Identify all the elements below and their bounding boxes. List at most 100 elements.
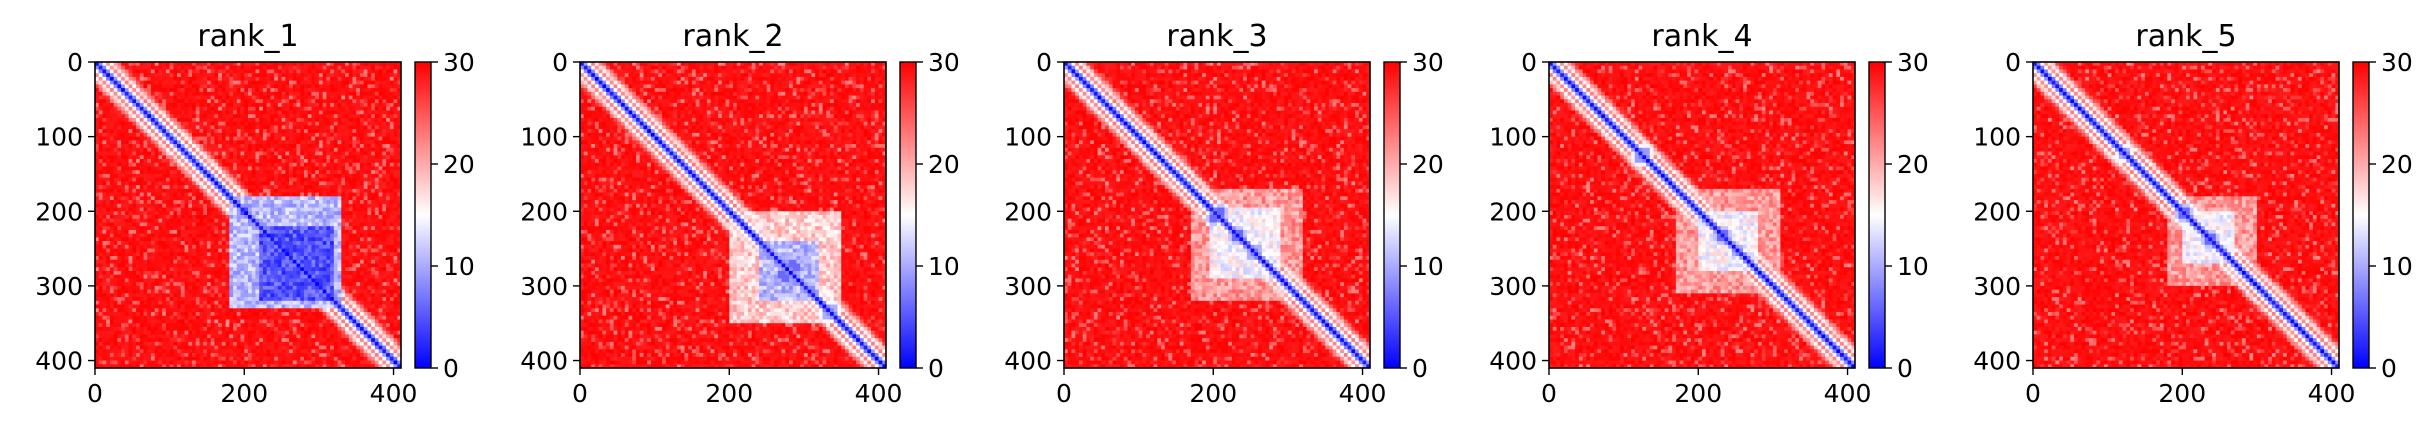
heatmap-cell [240, 270, 245, 276]
heatmap-cell [292, 114, 297, 119]
heatmap-cell [236, 73, 241, 78]
heatmap-cell [173, 233, 178, 238]
heatmap-cell [102, 76, 107, 82]
heatmap-cell [143, 241, 148, 246]
heatmap-cell [315, 110, 320, 115]
heatmap-cell [318, 185, 324, 190]
heatmap-cell [341, 121, 346, 126]
heatmap-cell [180, 173, 185, 179]
heatmap-cell [382, 106, 387, 111]
heatmap-cell [259, 185, 264, 190]
heatmap-cell [330, 218, 335, 223]
heatmap-cell [214, 159, 219, 164]
heatmap-cell [251, 76, 256, 82]
heatmap-cell [184, 285, 189, 291]
heatmap-cell [311, 73, 316, 78]
heatmap-cell [229, 222, 234, 227]
heatmap-cell [147, 170, 152, 175]
heatmap-cell [255, 162, 260, 167]
heatmap-cell [311, 110, 316, 115]
heatmap-cell [139, 80, 144, 85]
heatmap-cell [121, 125, 126, 130]
heatmap-cell [124, 140, 129, 145]
heatmap-cell [255, 125, 260, 130]
heatmap-cell [236, 162, 241, 167]
heatmap-cell [128, 192, 133, 197]
heatmap-cell [199, 84, 204, 89]
heatmap-cell [158, 144, 163, 149]
heatmap-cell [240, 151, 245, 156]
heatmap-cell [274, 185, 279, 190]
heatmap-cell [121, 99, 126, 104]
heatmap-cell [300, 252, 305, 257]
heatmap-cell [356, 229, 361, 235]
heatmap-cell [248, 185, 253, 190]
heatmap-cell [214, 222, 219, 227]
heatmap-cell [251, 65, 256, 70]
heatmap-cell [285, 91, 290, 96]
heatmap-cell [173, 241, 178, 246]
heatmap-cell [177, 203, 182, 208]
heatmap-cell [248, 278, 253, 283]
heatmap-cell [113, 259, 118, 264]
heatmap-cell [322, 144, 327, 149]
heatmap-cell [173, 147, 178, 152]
heatmap-cell [221, 166, 227, 171]
heatmap-cell [386, 114, 391, 119]
heatmap-cell [117, 256, 122, 261]
heatmap-cell [248, 166, 253, 171]
heatmap-cell [244, 252, 249, 257]
heatmap-cell [158, 88, 163, 93]
heatmap-cell [337, 155, 342, 160]
heatmap-cell [147, 151, 152, 156]
heatmap-cell [169, 73, 174, 78]
heatmap-cell [147, 252, 152, 257]
heatmap-cell [225, 252, 230, 257]
heatmap-cell [333, 99, 338, 104]
heatmap-cell [95, 229, 100, 235]
heatmap-cell [363, 110, 368, 115]
heatmap-cell [195, 147, 200, 152]
heatmap-cell [248, 173, 253, 179]
heatmap-cell [240, 229, 245, 235]
heatmap-cell [289, 237, 294, 242]
heatmap-cell [322, 114, 327, 119]
heatmap-cell [251, 222, 256, 227]
heatmap-cell [348, 215, 353, 220]
heatmap-cell [371, 282, 376, 287]
heatmap-cell [300, 196, 305, 201]
heatmap-cell [341, 69, 346, 74]
heatmap-cell [128, 144, 133, 149]
heatmap-cell [333, 200, 338, 205]
heatmap-cell [225, 76, 230, 82]
heatmap-cell [277, 73, 282, 78]
heatmap-cell [229, 226, 234, 231]
heatmap-cell [229, 132, 234, 138]
heatmap-cell [270, 95, 275, 100]
heatmap-cell [356, 237, 361, 242]
heatmap-cell [318, 196, 324, 201]
heatmap-cell [95, 125, 100, 130]
heatmap-cell [251, 237, 256, 242]
heatmap-cell [240, 267, 245, 272]
heatmap-cell [393, 110, 398, 115]
heatmap-cell [244, 69, 249, 74]
heatmap-cell [382, 229, 387, 235]
heatmap-cell [95, 170, 100, 175]
heatmap-cell [177, 88, 182, 93]
heatmap-cell [128, 196, 133, 201]
heatmap-cell [162, 84, 167, 89]
heatmap-cell [397, 207, 402, 212]
heatmap-cell [292, 259, 297, 264]
heatmap-cell [106, 136, 111, 141]
heatmap-cell [203, 99, 208, 104]
heatmap-cell [169, 285, 174, 291]
heatmap-cell [210, 229, 215, 235]
heatmap-cell [371, 215, 376, 220]
heatmap-cell [132, 237, 137, 242]
heatmap-cell [270, 132, 275, 138]
heatmap-cell [150, 88, 156, 93]
heatmap-cell [162, 106, 167, 111]
heatmap-cell [184, 62, 189, 67]
heatmap-cell [109, 155, 115, 160]
